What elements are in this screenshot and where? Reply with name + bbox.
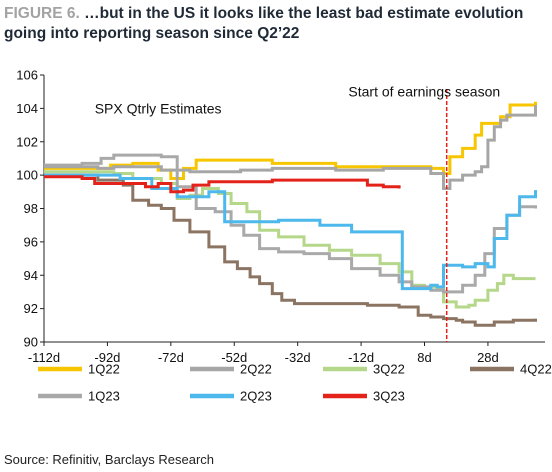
series-line-4q22 [44,173,537,327]
y-tick-label: 100 [16,168,38,183]
figure-title-text: …but in the US it looks like the least b… [4,5,524,42]
y-tick-label: 92 [24,301,38,316]
x-tick-label: -72d [158,350,184,365]
y-tick-label: 106 [16,68,38,83]
annotation-earnings-season: Start of earnings season [348,84,500,100]
legend-label-3q23: 3Q23 [373,389,405,404]
series-line-2q23 [44,173,537,291]
y-tick-label: 96 [24,234,38,249]
x-tick-label: -112d [28,350,60,365]
chart: 90 92 94 96 98 100 102 104 106 -112d -92d -72d -52d -… [16,68,552,404]
series-line-2q22 [44,105,537,190]
y-tick-label: 90 [24,335,38,350]
legend-label-1q22: 1Q22 [88,362,120,377]
series-line-1q23 [44,153,537,294]
legend: 1Q22 2Q22 3Q22 4Q22 1Q23 2Q23 3Q23 [38,362,552,404]
legend-label-2q22: 2Q22 [240,362,272,377]
legend-label-3q22: 3Q22 [373,362,405,377]
series-line-3q23 [44,175,401,194]
x-tick-label: -32d [285,350,311,365]
series-layer [44,101,537,327]
figure-title: FIGURE 6. …but in the US it looks like t… [4,4,544,44]
y-tick-label: 104 [16,101,38,116]
x-tick-label: -12d [348,350,374,365]
annotation-spx-estimates: SPX Qtrly Estimates [95,100,222,116]
legend-label-4q22: 4Q22 [520,362,552,377]
y-tick-label: 94 [24,268,38,283]
source-note: Source: Refinitiv, Barclays Research [4,452,215,467]
chart-axes: 90 92 94 96 98 100 102 104 106 -112d -92d -72d -52d -… [16,68,545,365]
y-tick-label: 98 [24,201,38,216]
x-tick-label: 8d [417,350,431,365]
x-tick-label: -92d [94,350,120,365]
figure-label: FIGURE 6. [4,5,80,22]
y-tick-label: 102 [16,134,38,149]
x-tick-label: -52d [221,350,247,365]
legend-label-2q23: 2Q23 [240,389,272,404]
x-tick-label: 28d [477,350,499,365]
legend-label-1q23: 1Q23 [88,389,120,404]
annotation-layer: SPX Qtrly Estimates Start of earnings sea… [95,84,500,342]
